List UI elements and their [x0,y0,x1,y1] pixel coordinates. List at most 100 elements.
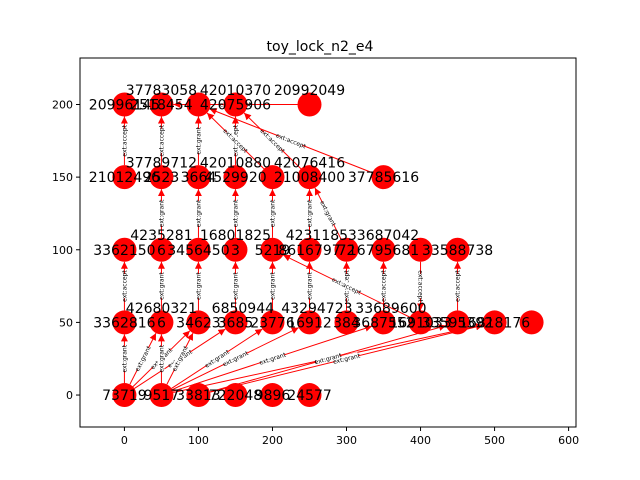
edge-label-box [231,274,239,299]
node-annotation: 42076416 [274,156,345,172]
x-tick-label: 100 [188,434,209,447]
edge-label-box [194,128,202,153]
node-label: 8616797 [278,243,340,259]
edge-label-box [224,129,247,152]
node-annotation: 42680321 [126,301,197,317]
node-annotation: 33687042 [348,228,419,244]
edge-label-group: ext:accept [379,270,388,302]
node-label: 3664 [181,170,217,186]
edge-label: ext:grant [158,272,165,300]
node-label: 16795681 [348,243,419,259]
edge-label-box [305,274,313,299]
graph-node [149,383,174,408]
node-annotation: 37783058 [126,83,197,99]
edge-label-box [268,274,276,299]
edge-label-box [120,346,128,371]
edge-label-group: ext:accept [120,124,128,157]
x-tick-label: 300 [336,434,357,447]
edge-label: ext:grant [269,272,276,300]
graph-node [112,237,137,262]
edge-label-box [133,346,152,371]
edge-label-box [204,348,229,368]
node-label: 3687552 [352,315,414,331]
edge-label-box [334,277,360,295]
chart-title: toy_lock_n2_e4 [267,39,374,55]
edge-label-box [157,274,165,299]
node-label: 73719 [102,388,147,404]
graph-node [112,383,137,408]
edge-label-box [222,349,248,367]
node-label: 34623 [176,315,221,331]
node-annotation: 33689600 [355,301,426,317]
node-label: 16818176 [459,315,530,331]
edge-label-box [319,200,338,226]
edge-label: ext:accept [158,124,165,156]
graph-node [223,310,248,335]
node-label: 9896 [255,388,291,404]
edge-label: ext:grant [158,344,165,372]
edge-label: ext:grant [232,199,239,227]
edge-label: ext:grant [318,200,337,228]
edge-label: ext:grant [195,126,202,154]
edge-label-group: ext:grant [268,199,276,227]
graph-node [408,310,433,335]
node-label: 9517 [144,388,180,404]
y-tick-label: 100 [52,244,73,257]
edge-label-box [120,274,128,299]
edge-label-box [120,128,128,153]
edge-label-box [259,351,285,366]
edge-label-group: ext:grant [258,351,287,367]
edge-label-box [268,201,276,226]
node-label: 3456450 [167,243,229,259]
edge-label-box [194,274,202,299]
graph-node [334,237,359,262]
edge-label-box [453,274,461,299]
graph-node [149,310,174,335]
x-tick-label: 200 [262,434,283,447]
edge-label-group: ext:accept [417,270,425,303]
graph-node [371,310,396,335]
node-label: 72 [338,243,356,259]
x-tick-label: 400 [410,434,431,447]
node-label: 3362816 [93,315,155,331]
graph-node [112,92,137,117]
edge-label-group: ext:accept [453,270,462,302]
edge-label-box [194,201,202,226]
node-label: 2523 [144,170,180,186]
nodes-layer [112,92,544,408]
graph-node [519,310,544,335]
graph-node [112,310,137,335]
graph-node [297,92,322,117]
node-label: 21012496 [89,170,160,186]
edge-label: ext:grant [121,344,128,372]
edge-label-box [157,128,165,153]
edge-label-group: ext:grant [157,344,165,373]
edge-label-group: ext:grant [318,200,338,228]
graph-node [297,310,322,335]
node-label: 37785616 [348,170,419,186]
x-tick-label: 500 [484,434,505,447]
edge-label-group: ext:grant [194,199,202,227]
x-tick-label: 0 [121,434,128,447]
node-label: 21008400 [274,170,345,186]
edge-label-group: ext:grant [231,272,239,300]
edge-label: ext:accept [381,270,388,302]
edge-label-box [170,346,189,371]
graph-node [112,165,137,190]
graph-node [223,165,248,190]
edge-label-group: ext:grant [305,272,313,300]
edge-label-group: ext:grant [305,199,313,227]
graph-node [482,310,507,335]
node-annotation: 42010370 [200,83,271,99]
node-label: 384 [333,315,360,331]
node-label: 1691033 [389,315,451,331]
graph-node [260,165,285,190]
node-annotation: 16801825 [200,228,271,244]
edge-label: ext:grant [306,199,313,227]
graph-node [223,92,248,117]
node-annotation: 20992049 [274,83,345,99]
edge-label-group: ext:grant [120,344,128,373]
edge-label-box [157,346,165,371]
graph-node [149,165,174,190]
edge-label-group: ext:grant [133,344,153,373]
